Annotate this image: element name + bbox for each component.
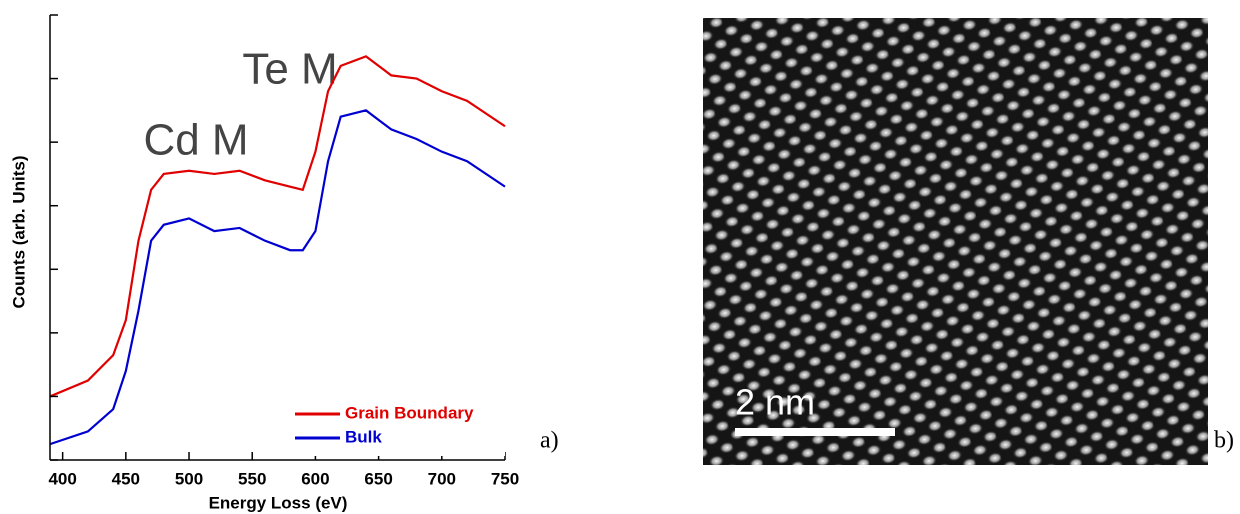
x-tick-label: 500	[175, 469, 203, 488]
data-line	[49, 109, 506, 446]
x-tick-label: 450	[112, 469, 140, 488]
legend-box	[290, 400, 505, 456]
y-axis-label: Counts (arb. Units)	[9, 156, 28, 309]
x-tick-label: 650	[364, 469, 392, 488]
x-tick-label: 700	[428, 469, 456, 488]
scale-label: 2 nm	[735, 382, 815, 423]
x-tick-label: 550	[238, 469, 266, 488]
x-axis-label: Energy Loss (eV)	[209, 493, 348, 512]
micrograph-image	[703, 18, 1208, 465]
annotation: Te M	[242, 45, 337, 94]
plot: 400 450 500 550 600 650 700 750 Grain Boundary Bu…	[48, 14, 519, 488]
annotation: Cd M	[143, 116, 248, 165]
micrograph: 2 nm b)	[703, 18, 1234, 465]
panel-label: b)	[1214, 428, 1234, 454]
legend-label: Grain Boundary	[345, 403, 474, 422]
x-tick-label: 750	[491, 469, 519, 488]
x-tick-label: 600	[301, 469, 329, 488]
data-line	[49, 55, 506, 398]
panel-label: a)	[540, 428, 559, 454]
legend-label: Bulk	[345, 427, 382, 446]
x-tick-label: 400	[48, 469, 76, 488]
